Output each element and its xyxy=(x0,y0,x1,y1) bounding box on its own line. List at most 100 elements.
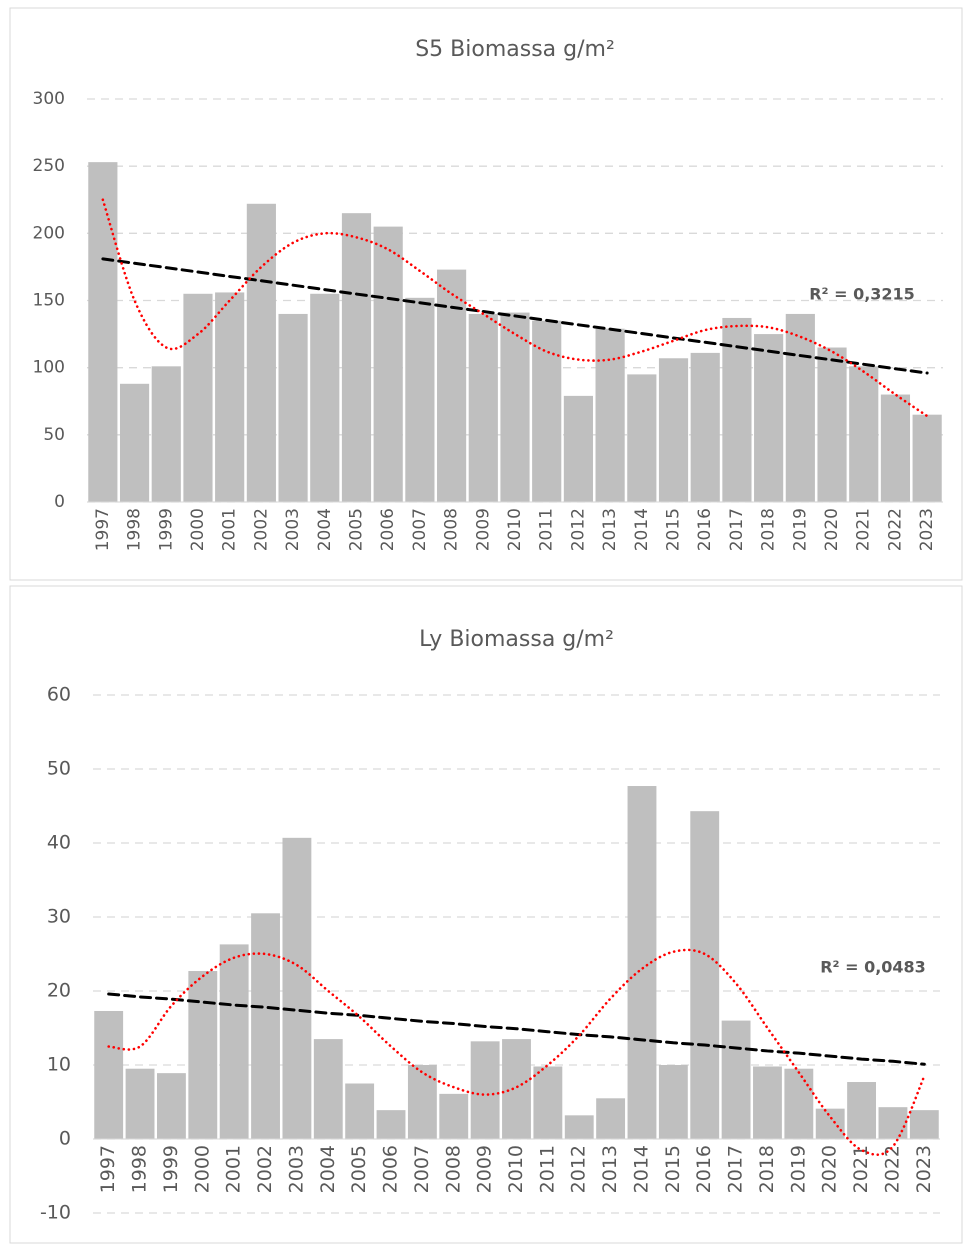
bar xyxy=(246,203,276,502)
bar xyxy=(183,293,213,502)
x-tick-label: 2008 xyxy=(442,508,462,551)
bar xyxy=(784,1068,814,1139)
bar xyxy=(878,1107,908,1139)
x-tick-label: 2008 xyxy=(442,1145,464,1193)
y-tick-label: 20 xyxy=(47,980,71,1002)
bar xyxy=(721,1020,751,1139)
x-tick-label: 2021 xyxy=(850,1145,872,1193)
x-tick-label: 2007 xyxy=(410,508,430,551)
bar xyxy=(125,1068,155,1139)
trendline-polynomial xyxy=(107,948,926,1157)
y-tick-label: 250 xyxy=(33,156,65,176)
bar xyxy=(658,1065,688,1139)
x-tick-label: 2005 xyxy=(348,1145,370,1193)
y-tick-label: -10 xyxy=(40,1202,71,1224)
x-tick-label: 2009 xyxy=(474,1145,496,1193)
x-tick-label: 2012 xyxy=(568,1145,590,1193)
bar xyxy=(912,414,942,502)
y-tick-label: 0 xyxy=(54,492,65,512)
chart-title: Ly Biomassa g/m² xyxy=(419,627,614,652)
x-tick-label: 2002 xyxy=(254,1145,276,1193)
y-tick-label: 300 xyxy=(33,89,65,109)
bar xyxy=(278,313,308,502)
bar xyxy=(690,352,720,502)
bar xyxy=(468,313,498,502)
bar xyxy=(785,313,815,502)
x-tick-label: 2016 xyxy=(693,1145,715,1193)
x-tick-label: 1999 xyxy=(160,1145,182,1193)
chart-title: S5 Biomassa g/m² xyxy=(415,37,615,62)
bar xyxy=(373,226,403,502)
chart-frame xyxy=(9,585,963,1244)
x-tick-label: 2018 xyxy=(756,1145,778,1193)
x-tick-label: 2013 xyxy=(600,508,620,551)
bar xyxy=(753,1066,782,1139)
x-tick-label: 2003 xyxy=(283,508,303,551)
x-tick-label: 2020 xyxy=(819,1145,841,1193)
y-tick-label: 10 xyxy=(47,1054,71,1076)
x-tick-label: 2011 xyxy=(537,508,557,551)
r-squared: R² = 0,3215 xyxy=(809,285,915,304)
bar xyxy=(313,1039,343,1139)
x-tick-label: 1998 xyxy=(129,1145,151,1193)
y-tick-label: 40 xyxy=(47,832,71,854)
x-tick-label: 2011 xyxy=(536,1145,558,1193)
trendline-linear xyxy=(107,992,926,1066)
bar xyxy=(345,1083,375,1139)
x-tick-label: 2015 xyxy=(664,508,684,551)
bar xyxy=(596,1098,626,1139)
bar xyxy=(407,1065,437,1139)
x-tick-label: 2007 xyxy=(411,1145,433,1193)
bar xyxy=(754,334,784,502)
y-tick-label: 200 xyxy=(33,223,65,243)
x-tick-label: 2014 xyxy=(630,1145,652,1193)
x-tick-label: 2019 xyxy=(787,1145,809,1193)
x-tick-label: 2017 xyxy=(727,508,747,551)
bar xyxy=(188,971,218,1139)
x-tick-label: 2010 xyxy=(505,1145,527,1193)
x-tick-label: 2015 xyxy=(662,1145,684,1193)
bar xyxy=(815,1108,845,1139)
bar xyxy=(405,297,435,502)
bar xyxy=(595,328,625,502)
x-tick-label: 2019 xyxy=(790,508,810,551)
y-tick-label: 0 xyxy=(59,1128,71,1150)
y-tick-label: 30 xyxy=(47,906,71,928)
x-tick-label: 2023 xyxy=(917,508,937,551)
bar xyxy=(151,366,181,502)
r-squared: R² = 0,0483 xyxy=(820,958,926,977)
y-tick-label: 60 xyxy=(47,684,71,706)
x-tick-label: 2016 xyxy=(695,508,715,551)
bar xyxy=(156,1073,186,1139)
bar xyxy=(341,213,372,502)
x-tick-label: 2018 xyxy=(759,508,779,551)
bar xyxy=(533,1066,563,1139)
x-tick-label: 2022 xyxy=(881,1145,903,1193)
x-tick-label: 2006 xyxy=(380,1145,402,1193)
x-tick-label: 2006 xyxy=(378,508,398,551)
bar xyxy=(564,1115,594,1139)
bar xyxy=(532,320,562,502)
x-tick-label: 1997 xyxy=(93,508,113,551)
x-tick-label: 2021 xyxy=(854,508,874,551)
y-tick-label: 100 xyxy=(33,358,65,378)
bar xyxy=(909,1110,939,1139)
x-tick-label: 1998 xyxy=(125,508,145,551)
bar xyxy=(847,1082,877,1139)
x-tick-label: 2017 xyxy=(725,1145,747,1193)
bar xyxy=(563,395,593,502)
bar xyxy=(310,293,340,502)
x-tick-label: 2004 xyxy=(317,1145,339,1193)
bar xyxy=(88,162,118,503)
x-tick-label: 2014 xyxy=(632,508,652,551)
x-tick-label: 2020 xyxy=(822,508,842,551)
bar xyxy=(94,1010,124,1139)
x-tick-label: 2003 xyxy=(285,1145,307,1193)
bar xyxy=(627,374,657,502)
y-tick-label: 50 xyxy=(43,425,65,445)
x-tick-label: 1999 xyxy=(156,508,176,551)
x-tick-label: 2005 xyxy=(346,508,366,551)
x-tick-label: 2012 xyxy=(568,508,588,551)
x-tick-label: 2000 xyxy=(188,508,208,551)
